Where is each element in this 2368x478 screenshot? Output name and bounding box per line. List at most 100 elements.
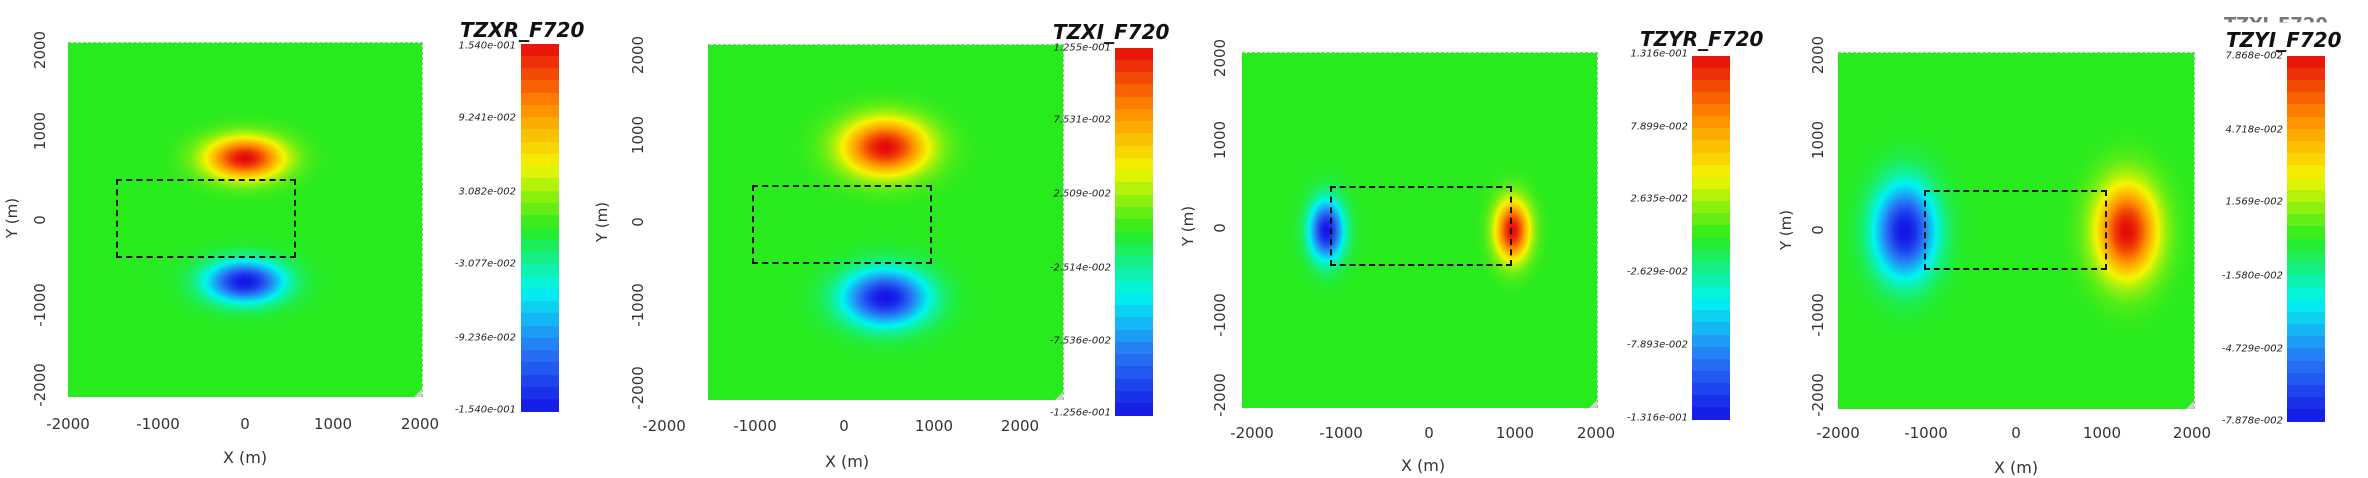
x-tick-label: 1000	[914, 417, 954, 435]
x-tick-label: 0	[839, 417, 849, 435]
colorbar-label: -7.536e-002	[1049, 335, 1111, 347]
y-axis-label: Y (m)	[3, 197, 21, 239]
colorbar-2	[1115, 48, 1153, 416]
x-tick-label: -1000	[733, 417, 777, 435]
colorbar-label: 7.531e-002	[1053, 114, 1111, 126]
colorbar-3	[1692, 56, 1730, 420]
y-tick-label: -2000	[1211, 373, 1229, 417]
colorbar-label: 1.316e-001	[1630, 48, 1688, 60]
y-tick-label: -1000	[1211, 293, 1229, 337]
x-tick-label: 0	[1424, 424, 1434, 442]
colorbar-canvas-4	[2287, 56, 2325, 422]
plot-panel-4: 2000 1000 0 -1000 -2000 Y (m) -2000 -100…	[1776, 0, 2368, 478]
anomaly-box-1	[116, 179, 296, 258]
colorbar-label: -9.236e-002	[454, 332, 516, 344]
x-tick-label: 2000	[400, 415, 440, 433]
heatmap-plot-3	[1242, 52, 1598, 408]
y-tick-label: 0	[31, 215, 49, 225]
x-tick-label: -1000	[136, 415, 180, 433]
x-axis-label: X (m)	[1993, 458, 2039, 477]
colorbar-title: TZXR_F720	[460, 18, 585, 42]
y-tick-label: -1000	[31, 283, 49, 327]
colorbar-label: -1.256e-001	[1049, 407, 1111, 419]
colorbar-label: 1.569e-002	[2225, 196, 2283, 208]
x-tick-label: 1000	[313, 415, 353, 433]
x-tick-label: 1000	[2082, 424, 2122, 442]
x-tick-label: 2000	[1576, 424, 1616, 442]
y-axis-label: Y (m)	[1179, 205, 1197, 247]
colorbar-4	[2287, 56, 2325, 422]
corner-marker-3	[1589, 400, 1597, 408]
heatmap-canvas-4	[1838, 53, 2194, 409]
anomaly-box-3	[1330, 186, 1512, 266]
colorbar-label: -7.878e-002	[2221, 415, 2283, 427]
y-tick-label: 1000	[31, 111, 49, 151]
x-tick-label: -2000	[1230, 424, 1274, 442]
colorbar-label: -4.729e-002	[2221, 343, 2283, 355]
x-tick-label: -1000	[1319, 424, 1363, 442]
corner-marker-4	[2186, 401, 2194, 409]
corner-marker-1	[414, 389, 422, 397]
y-tick-label: -2000	[31, 363, 49, 407]
colorbar-canvas-2	[1115, 48, 1153, 416]
x-tick-label: -2000	[1816, 424, 1860, 442]
colorbar-title: TZYR_F720	[1640, 27, 1764, 51]
heatmap-plot-1	[68, 42, 423, 397]
y-axis-label: Y (m)	[593, 201, 611, 243]
colorbar-canvas-1	[521, 44, 559, 412]
colorbar-1	[521, 44, 559, 412]
colorbar-label: -1.316e-001	[1626, 412, 1688, 424]
heatmap-plot-4	[1838, 52, 2195, 409]
colorbar-label: 7.868e-002	[2225, 50, 2283, 62]
colorbar-label: 2.635e-002	[1630, 193, 1688, 205]
y-tick-label: 2000	[629, 35, 647, 75]
y-tick-label: 0	[1211, 223, 1229, 233]
y-tick-label: 2000	[1809, 35, 1827, 75]
y-tick-label: -2000	[629, 366, 647, 410]
y-tick-label: 2000	[31, 30, 49, 70]
anomaly-box-4	[1924, 190, 2107, 270]
y-tick-label: 0	[1809, 225, 1827, 235]
colorbar-label: -3.077e-002	[454, 258, 516, 270]
y-tick-label: -1000	[1809, 293, 1827, 337]
colorbar-label: -1.580e-002	[2221, 270, 2283, 282]
y-axis-label: Y (m)	[1777, 209, 1795, 251]
colorbar-label: -1.540e-001	[454, 404, 516, 416]
anomaly-box-2	[752, 185, 932, 264]
colorbar-label: -2.629e-002	[1626, 266, 1688, 278]
x-tick-label: 1000	[1495, 424, 1535, 442]
colorbar-title: TZXI_F720	[1053, 20, 1170, 44]
y-tick-label: 0	[629, 217, 647, 227]
y-tick-label: 1000	[629, 115, 647, 155]
y-tick-label: 2000	[1211, 38, 1229, 78]
heatmap-canvas-2	[708, 45, 1063, 400]
x-axis-label: X (m)	[824, 452, 870, 471]
colorbar-label: 1.540e-001	[458, 40, 516, 52]
clipped-title-remnant: TZYI_F720	[2224, 14, 2328, 35]
x-axis-label: X (m)	[1400, 456, 1446, 475]
plot-panel-3: 2000 1000 0 -1000 -2000 Y (m) -2000 -100…	[1179, 0, 1776, 478]
x-tick-label: -1000	[1904, 424, 1948, 442]
colorbar-label: 1.255e-001	[1053, 42, 1111, 54]
x-tick-label: -2000	[46, 415, 90, 433]
heatmap-plot-2	[708, 44, 1064, 400]
colorbar-label: 4.718e-002	[2225, 124, 2283, 136]
colorbar-title: TZYI_F720	[2226, 28, 2342, 52]
x-tick-label: 0	[240, 415, 250, 433]
heatmap-canvas-1	[68, 43, 422, 397]
colorbar-label: -2.514e-002	[1049, 262, 1111, 274]
colorbar-label: 3.082e-002	[458, 186, 516, 198]
y-tick-label: -2000	[1809, 373, 1827, 417]
plot-panel-2: 2000 1000 0 -1000 -2000 Y (m) -2000 -100…	[592, 0, 1184, 478]
colorbar-label: 2.509e-002	[1053, 188, 1111, 200]
plot-panel-1: 2000 1000 0 -1000 -2000 Y (m) -2000 -100…	[0, 0, 592, 478]
x-tick-label: -2000	[642, 417, 686, 435]
corner-marker-2	[1055, 392, 1063, 400]
x-tick-label: 2000	[2172, 424, 2212, 442]
colorbar-label: 7.899e-002	[1630, 121, 1688, 133]
heatmap-canvas-3	[1242, 53, 1597, 408]
x-tick-label: 0	[2011, 424, 2021, 442]
y-tick-label: 1000	[1809, 120, 1827, 160]
x-axis-label: X (m)	[222, 448, 268, 467]
colorbar-canvas-3	[1692, 56, 1730, 420]
